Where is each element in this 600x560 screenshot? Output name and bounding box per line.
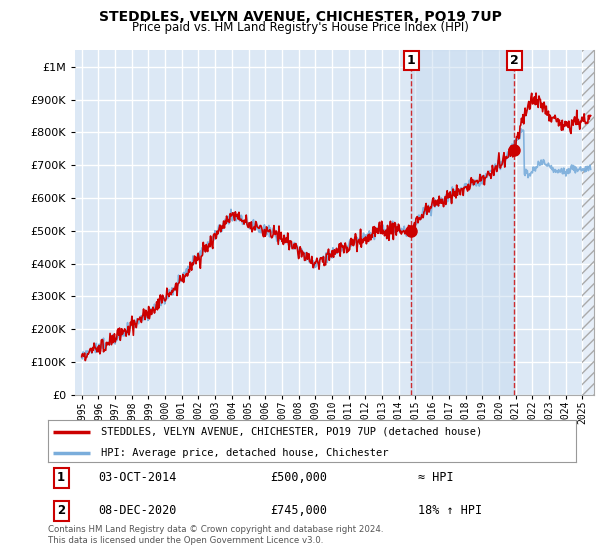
Text: 1: 1 <box>407 54 416 67</box>
Text: 1: 1 <box>57 471 65 484</box>
Text: 2: 2 <box>510 54 518 67</box>
Text: 18% ↑ HPI: 18% ↑ HPI <box>418 504 482 517</box>
Text: Contains HM Land Registry data © Crown copyright and database right 2024.
This d: Contains HM Land Registry data © Crown c… <box>48 525 383 545</box>
Text: 08-DEC-2020: 08-DEC-2020 <box>98 504 176 517</box>
Text: STEDDLES, VELYN AVENUE, CHICHESTER, PO19 7UP (detached house): STEDDLES, VELYN AVENUE, CHICHESTER, PO19… <box>101 427 482 437</box>
Text: HPI: Average price, detached house, Chichester: HPI: Average price, detached house, Chic… <box>101 448 388 458</box>
Text: ≈ HPI: ≈ HPI <box>418 471 453 484</box>
Bar <box>583 50 599 395</box>
Text: 03-OCT-2014: 03-OCT-2014 <box>98 471 176 484</box>
Text: Price paid vs. HM Land Registry's House Price Index (HPI): Price paid vs. HM Land Registry's House … <box>131 21 469 34</box>
Text: STEDDLES, VELYN AVENUE, CHICHESTER, PO19 7UP: STEDDLES, VELYN AVENUE, CHICHESTER, PO19… <box>98 10 502 24</box>
Text: £745,000: £745,000 <box>270 504 327 517</box>
Bar <box>583 50 599 395</box>
Text: £500,000: £500,000 <box>270 471 327 484</box>
Bar <box>411 50 514 395</box>
Text: 2: 2 <box>57 504 65 517</box>
